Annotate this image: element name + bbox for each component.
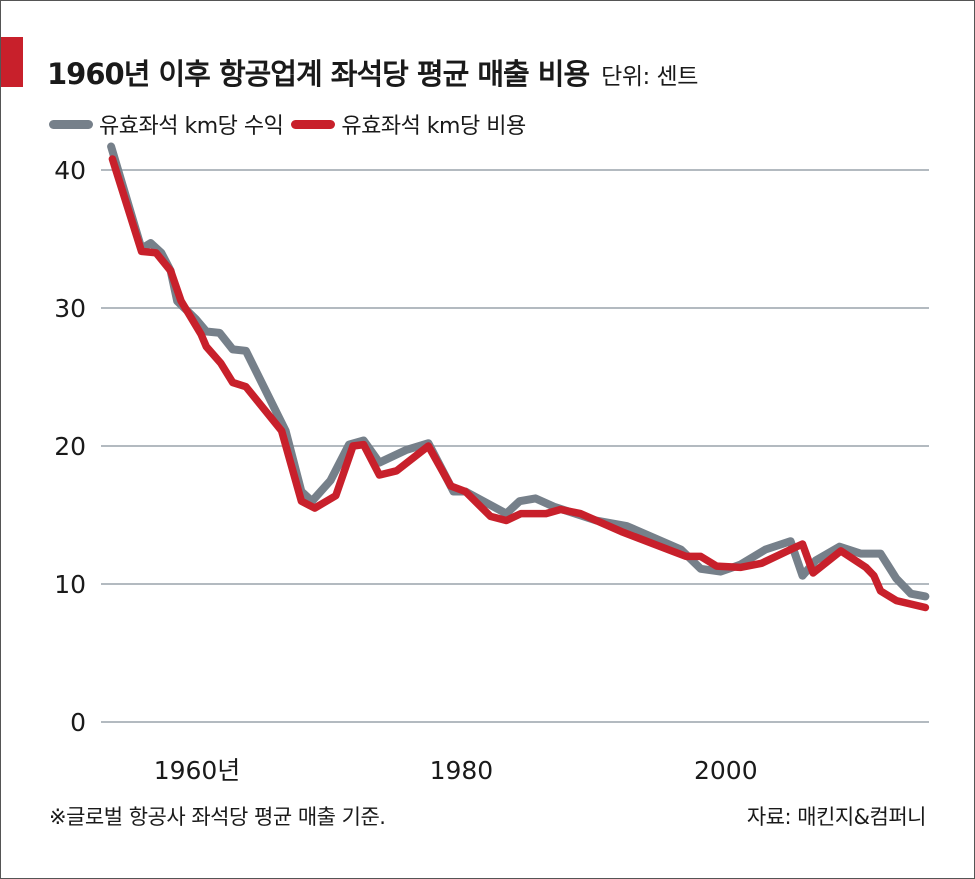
source-label: 자료: 매킨지&컴퍼니 — [746, 805, 927, 829]
title-text: 1960년 이후 항공업계 좌석당 평균 매출 비용 — [47, 57, 590, 91]
y-tick-label: 30 — [54, 294, 86, 323]
unit-label: 단위: 센트 — [601, 64, 698, 90]
accent-bar — [1, 37, 23, 87]
legend-swatch-gray — [49, 119, 93, 129]
legend-swatch-red — [291, 119, 336, 129]
legend-item-revenue: 유효좌석 km당 수익 — [49, 108, 284, 140]
y-tick-label: 0 — [70, 708, 86, 737]
x-tick-label: 1980 — [430, 756, 494, 785]
x-tick-label: 1960년 — [154, 756, 241, 785]
legend-label: 유효좌석 km당 수익 — [99, 114, 284, 139]
y-tick-label: 40 — [54, 156, 86, 185]
y-tick-label: 10 — [54, 570, 86, 599]
legend-item-cost: 유효좌석 km당 비용 — [291, 108, 526, 140]
y-tick-label: 20 — [54, 432, 86, 461]
footnote: ※글로벌 항공사 좌석당 평균 매출 기준. — [49, 805, 386, 829]
chart-title: 1960년 이후 항공업계 좌석당 평균 매출 비용 단위: 센트 — [47, 51, 698, 93]
legend: 유효좌석 km당 수익 유효좌석 km당 비용 — [49, 108, 534, 140]
cost-line — [108, 155, 930, 612]
revenue-line — [107, 142, 930, 601]
x-tick-label: 2000 — [694, 756, 758, 785]
legend-label: 유효좌석 km당 비용 — [341, 114, 526, 139]
